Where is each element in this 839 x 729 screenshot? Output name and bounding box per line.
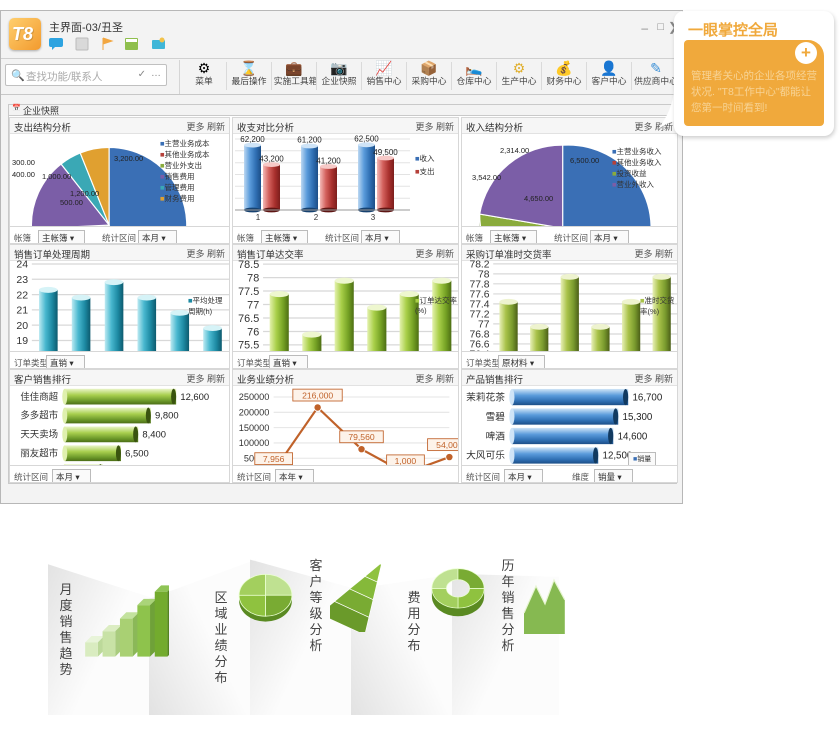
svg-text:216,000: 216,000 <box>302 390 333 400</box>
svg-text:天天卖场: 天天卖场 <box>20 429 58 440</box>
svg-text:150000: 150000 <box>239 423 270 433</box>
svg-text:佳佳商超: 佳佳商超 <box>20 391 58 402</box>
svg-text:19: 19 <box>16 335 28 347</box>
svg-text:62,200: 62,200 <box>240 135 265 144</box>
svg-text:22: 22 <box>16 289 28 301</box>
svg-text:77: 77 <box>478 320 490 331</box>
svg-text:78.5: 78.5 <box>238 259 259 271</box>
svg-text:49,500: 49,500 <box>373 148 398 157</box>
svg-text:54,000: 54,000 <box>436 440 458 450</box>
svg-text:62,500: 62,500 <box>354 135 379 144</box>
svg-text:9,800: 9,800 <box>155 410 179 421</box>
svg-text:21: 21 <box>16 305 28 317</box>
svg-text:41,200: 41,200 <box>316 157 341 166</box>
svg-text:3: 3 <box>371 213 376 222</box>
svg-text:77: 77 <box>247 299 259 311</box>
svg-text:77.8: 77.8 <box>469 279 489 290</box>
svg-text:8,400: 8,400 <box>142 429 166 440</box>
svg-text:多多超市: 多多超市 <box>20 410 58 421</box>
svg-text:16,700: 16,700 <box>633 392 663 403</box>
svg-text:1: 1 <box>256 213 261 222</box>
svg-text:6,500: 6,500 <box>125 447 149 458</box>
svg-text:76.6: 76.6 <box>469 340 489 351</box>
svg-text:丽友超市: 丽友超市 <box>20 447 58 458</box>
svg-text:2: 2 <box>314 213 319 222</box>
svg-text:78: 78 <box>247 272 259 284</box>
svg-text:77.5: 77.5 <box>238 286 259 298</box>
svg-text:79,560: 79,560 <box>348 432 375 442</box>
svg-text:啤酒: 啤酒 <box>486 430 506 442</box>
svg-text:78.2: 78.2 <box>469 260 489 271</box>
svg-text:20: 20 <box>16 320 28 332</box>
svg-text:77.4: 77.4 <box>469 300 489 311</box>
svg-text:61,200: 61,200 <box>297 136 322 145</box>
svg-text:12,600: 12,600 <box>180 391 209 402</box>
svg-text:77.6: 77.6 <box>469 290 489 301</box>
svg-text:250000: 250000 <box>239 392 270 402</box>
svg-text:大风可乐: 大风可乐 <box>466 449 505 462</box>
svg-text:100000: 100000 <box>239 438 270 448</box>
svg-text:43,200: 43,200 <box>259 155 284 164</box>
svg-text:200000: 200000 <box>239 408 270 418</box>
svg-text:76.5: 76.5 <box>238 313 259 325</box>
svg-text:15,300: 15,300 <box>623 412 653 423</box>
svg-text:雪碧: 雪碧 <box>486 411 506 423</box>
svg-text:7,956: 7,956 <box>263 454 285 464</box>
svg-text:75.5: 75.5 <box>238 340 259 352</box>
svg-text:77.2: 77.2 <box>469 310 489 321</box>
svg-text:茉莉花茶: 茉莉花茶 <box>466 390 505 403</box>
svg-text:78: 78 <box>478 269 490 280</box>
svg-text:76.8: 76.8 <box>469 330 489 341</box>
svg-text:23: 23 <box>16 274 28 286</box>
svg-text:24: 24 <box>16 259 28 271</box>
svg-text:76: 76 <box>247 326 259 338</box>
svg-text:14,600: 14,600 <box>618 431 648 442</box>
